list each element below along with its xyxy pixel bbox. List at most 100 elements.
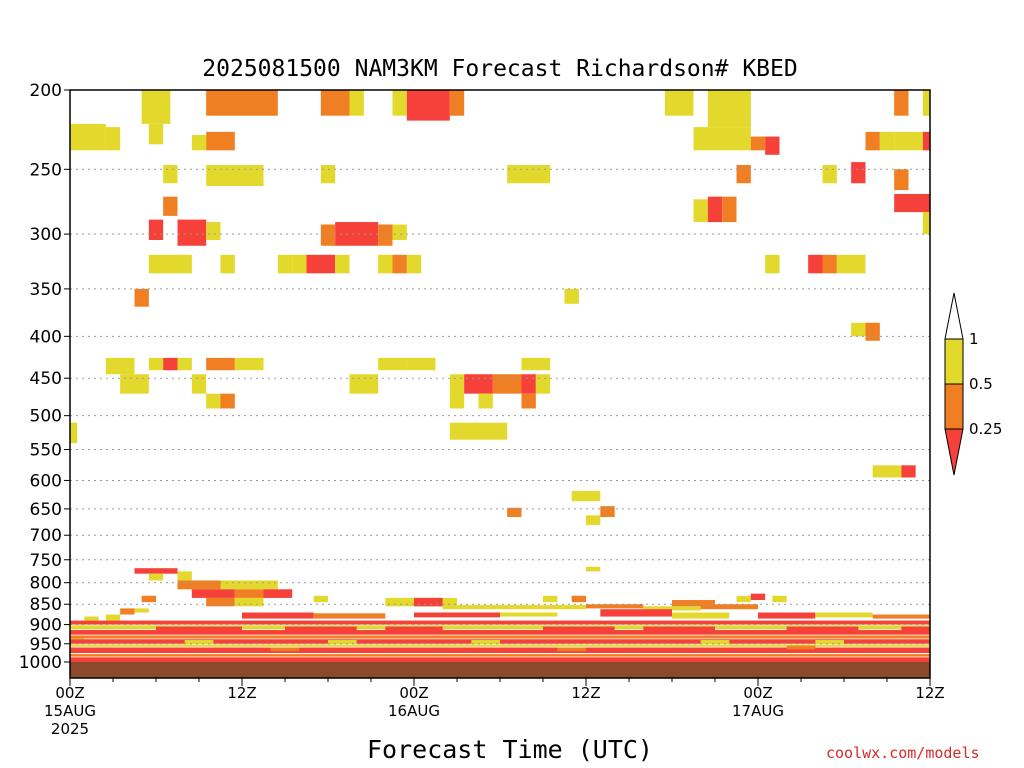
plot-frame [69,89,931,679]
heatmap-cell [672,612,730,619]
heatmap-cell [672,600,715,607]
y-tick-label: 750 [30,551,62,571]
heatmap-cell [922,131,930,151]
x-tick-label: 00Z [743,684,772,702]
heatmap-cell [822,165,837,184]
y-tick-label: 250 [30,160,62,180]
heatmap-cell [758,612,816,619]
heatmap-cell [707,196,723,223]
heatmap-cell [191,589,235,598]
heatmap-cell [320,165,336,184]
heatmap-cell [664,90,694,116]
heatmap-cell [392,254,407,274]
x-axis-label: Forecast Time (UTC) [367,735,653,764]
y-tick-label: 300 [30,225,62,245]
heatmap-cell [70,635,930,639]
heatmap-cell [120,608,135,615]
heatmap-cell [177,219,207,246]
heatmap-cell [349,90,364,116]
colorbar: 1 0.5 0.25 [944,292,1002,476]
heatmap-cell [815,612,873,618]
heatmap-cell [220,393,235,409]
heatmap-cell [851,322,866,337]
heatmap-cell [70,422,78,444]
heatmap-cell [901,465,916,478]
heatmap-cell [220,254,235,274]
heatmap-cell [70,647,930,654]
y-tick-label: 1000 [19,653,62,673]
colorbar-label: 1 [969,330,979,348]
heatmap-cell [220,580,278,590]
heatmap-cell [392,90,407,116]
heatmap-cell [270,647,300,652]
y-tick-label: 350 [30,280,62,300]
heatmap-cell [234,357,264,371]
colorbar-segment [944,383,964,430]
heatmap-cell [141,595,156,603]
heatmap-cell [163,196,178,216]
heatmap-cell [543,595,558,603]
heatmap-cell [206,90,278,116]
heatmap-cell [292,254,307,274]
heatmap-cell [521,374,536,394]
heatmap-cell [120,374,149,394]
heatmap-cell [234,589,264,598]
heatmap-cell [141,90,171,124]
heatmap-cell [134,608,149,613]
heatmap-cell [277,254,293,274]
heatmap-cell [772,595,787,603]
heatmap-cell [557,647,586,652]
heatmap-cell [449,90,465,116]
heatmap-cell [872,465,902,478]
y-axis: 200 250 300 350 400 450 500 550 600 650 700 750 8008… [19,81,70,673]
heatmap-cell [378,224,393,246]
heatmap-cell [571,595,586,603]
heatmap-cell [521,393,536,409]
heatmap-cell [586,604,644,609]
heatmap-cell [392,224,407,240]
heatmap-cell [313,613,386,619]
heatmap-cell [105,614,121,621]
colorbar-segment [944,338,964,385]
heatmap-cell [335,254,350,274]
heatmap-cell [148,254,192,274]
heatmap-cell [406,254,422,274]
heatmap-cell [643,626,715,631]
heatmap-cell [206,597,235,607]
heatmap-cell [449,374,465,409]
heatmap-cell [320,224,336,246]
heatmap-cell [328,640,357,644]
heatmap-cell [148,573,164,581]
heatmap-cell [571,490,601,502]
x-tick-label: 00Z [399,684,428,702]
y-tick-label: 500 [30,407,62,427]
y-tick-label: 700 [30,526,62,546]
heatmap-cell [500,612,558,617]
heatmap-cell [70,625,930,630]
heatmap-cell [836,254,866,274]
heatmap-cell [786,626,859,631]
x-tick-label: 2025 [51,720,89,738]
heatmap-cell [134,288,149,307]
heatmap-cell [177,580,221,590]
heatmap-cell [815,640,844,644]
heatmap-cell [442,605,586,610]
heatmap-cell [242,612,314,619]
heatmap-cell [70,630,930,635]
heatmap-cell [478,393,493,409]
heatmap-cell [564,288,579,304]
heatmap-cell [872,614,930,619]
heatmap-cell [471,640,500,644]
heatmap-cell [865,322,880,341]
heatmap-cell [84,616,99,621]
heatmap-cell [507,507,522,518]
heatmap-cell [492,374,522,394]
heatmap-cell [449,422,508,440]
y-tick-label: 600 [30,471,62,491]
heatmap-cell [320,90,350,116]
heatmap-cell [700,640,730,644]
heatmap-cell [922,212,930,235]
heatmap-cell [206,222,221,240]
heatmap-cell [521,357,551,371]
